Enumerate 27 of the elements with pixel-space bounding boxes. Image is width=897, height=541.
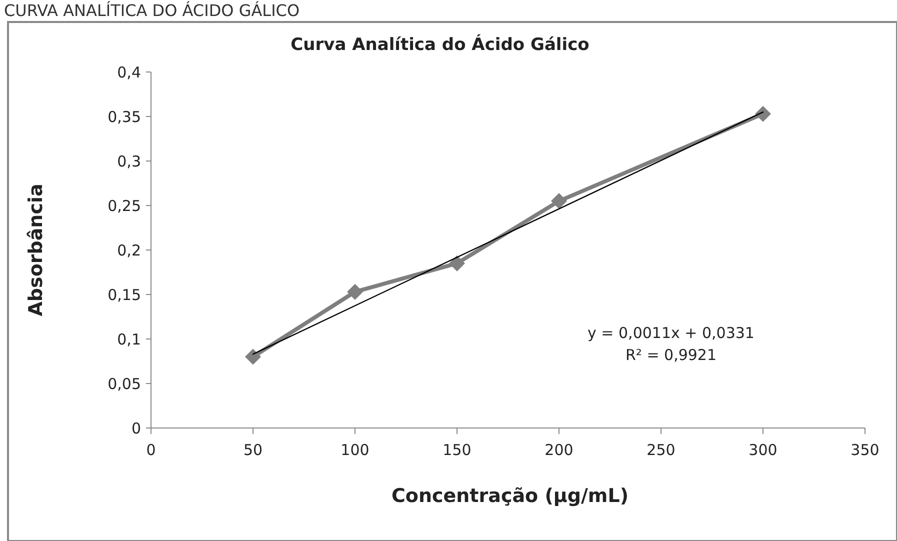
y-tick-label: 0,3 [117, 152, 141, 170]
x-tick-label: 50 [243, 441, 263, 459]
annotation: y = 0,0011x + 0,0331 R² = 0,9921 [588, 324, 754, 364]
x-tick-label: 200 [544, 441, 574, 459]
point [551, 193, 567, 210]
x-tick-label: 350 [850, 441, 880, 459]
x-axis-title: Concentração (µg/mL) [391, 485, 629, 507]
point [449, 255, 465, 272]
x-tick-label: 250 [646, 441, 676, 459]
x-tick-label: 300 [748, 441, 778, 459]
y-tick-label: 0,2 [117, 241, 141, 260]
y-axis-title: Absorbância [25, 184, 47, 316]
y-tick-label: 0,1 [117, 330, 141, 348]
x-tick-label: 150 [442, 441, 472, 459]
chart-title: Curva Analítica do Ácido Gálico [290, 34, 590, 55]
x-tick-label: 100 [340, 441, 370, 459]
y-tick-label: 0,05 [108, 374, 141, 393]
text: CURVA ANALÍTICA DO ÁCIDO GÁLICO [4, 1, 300, 20]
y-tick-label: 0,15 [108, 286, 141, 304]
y-tick-label: 0,35 [108, 108, 141, 126]
point [755, 106, 771, 122]
x-tick-label: 0 [146, 441, 156, 459]
y-tick-label: 0,4 [117, 63, 141, 82]
y-tick-label: 0 [131, 419, 141, 438]
point [347, 284, 363, 300]
point [245, 348, 261, 365]
y-tick-label: 0,25 [108, 196, 141, 215]
